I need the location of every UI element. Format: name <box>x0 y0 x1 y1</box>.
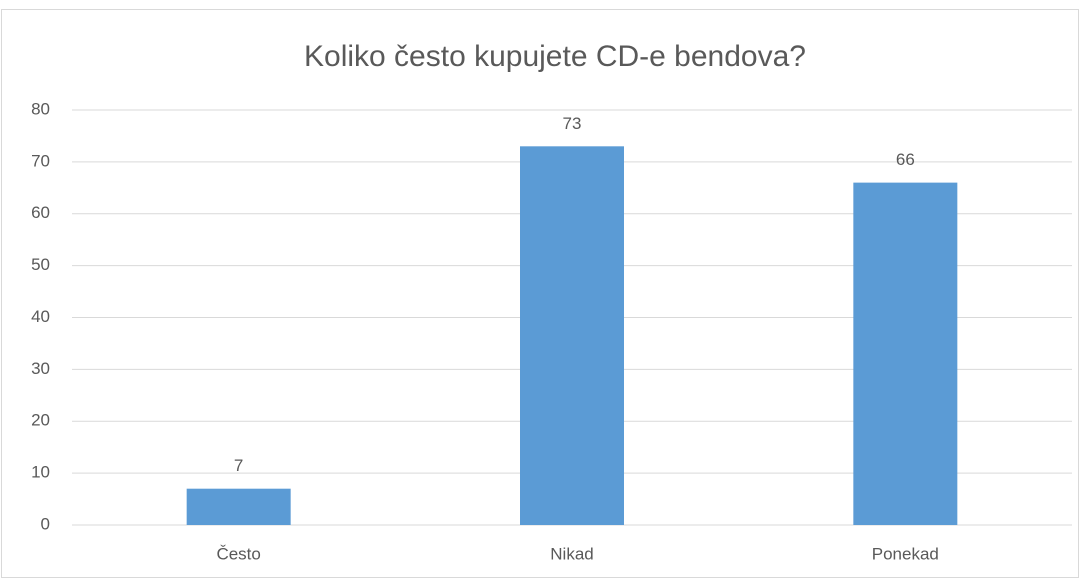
data-label: 7 <box>234 456 243 475</box>
y-tick-label: 30 <box>31 359 50 378</box>
x-tick-label: Nikad <box>550 544 593 563</box>
bar <box>186 488 291 525</box>
chart-title: Koliko često kupujete CD-e bendova? <box>304 40 806 73</box>
bar <box>520 146 624 525</box>
x-tick-label: Ponekad <box>872 544 939 563</box>
data-label: 73 <box>563 114 582 133</box>
y-tick-label: 50 <box>31 255 50 274</box>
y-tick-label: 10 <box>31 463 50 482</box>
data-label: 66 <box>896 150 915 169</box>
y-tick-label: 40 <box>31 307 50 326</box>
y-tick-label: 80 <box>31 99 50 118</box>
bar <box>853 182 958 525</box>
y-tick-label: 20 <box>31 411 50 430</box>
y-tick-label: 0 <box>41 514 50 533</box>
y-tick-label: 70 <box>31 151 50 170</box>
x-tick-label: Često <box>216 544 260 563</box>
y-tick-label: 60 <box>31 203 50 222</box>
